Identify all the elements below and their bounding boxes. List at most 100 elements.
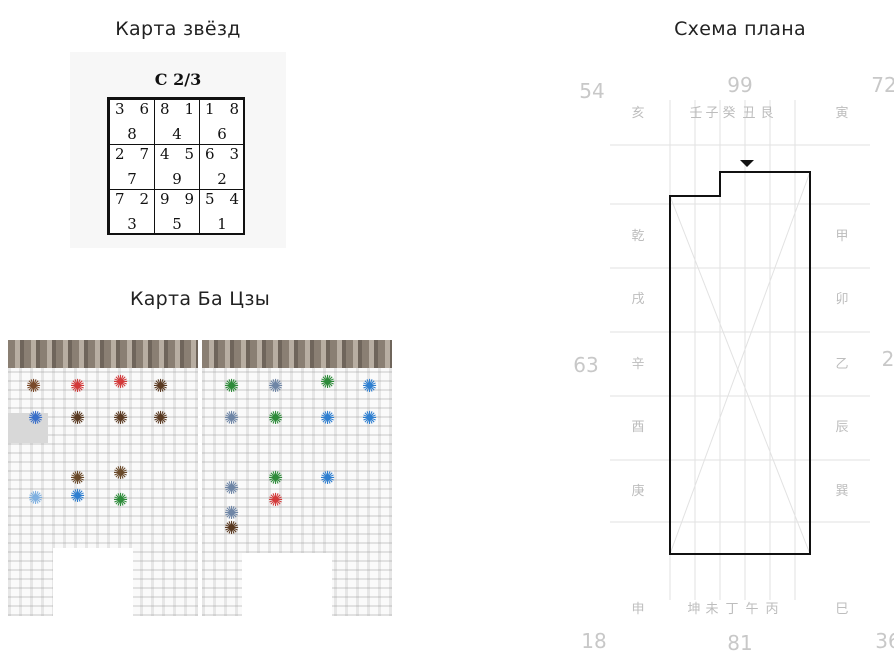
- mountain-top: 子: [705, 106, 718, 121]
- star-cell-bottom: 8: [127, 125, 137, 143]
- mountain-bottom: 申: [631, 602, 644, 617]
- bazi-panel-right: ✺ ✺ ✺ ✺ ✺ ✺ ✺ ✺ ✺ ✺ ✺ ✺ ✺ ✺: [202, 340, 392, 616]
- bazi-glyph-icon: ✺: [70, 408, 86, 429]
- plan-title: Схема плана: [674, 18, 806, 40]
- mountain-top: 亥: [631, 106, 644, 121]
- degree-bottom-right: 36: [875, 629, 894, 653]
- star-map-title: Карта звёзд: [115, 18, 241, 40]
- entrance-marker-icon: [740, 160, 754, 167]
- star-cell-top-right: 4: [229, 190, 239, 208]
- mountain-right: 辰: [835, 420, 848, 435]
- star-cell-top-right: 2: [139, 190, 149, 208]
- star-cell-top-right: 6: [139, 100, 149, 118]
- bazi-body: ✺ ✺ ✺ ✺ ✺ ✺ ✺ ✺ ✺ ✺ ✺ ✺ ✺: [8, 368, 198, 616]
- mountain-bottom: 未: [705, 602, 718, 617]
- mountain-bottom: 午: [745, 602, 758, 617]
- bazi-glyph-icon: ✺: [224, 518, 240, 539]
- star-cell-top-right: 1: [184, 100, 194, 118]
- mountain-right: 卯: [835, 292, 848, 307]
- plan-scheme: 54 99 72 63 2 18 81 36 亥 壬 子 癸 丑 艮 寅 乾 戌…: [573, 73, 894, 655]
- bazi-glyph-icon: ✺: [70, 486, 86, 507]
- mountain-left: 乾: [631, 229, 644, 244]
- bazi-glyph-icon: ✺: [28, 488, 44, 509]
- bazi-header-band: [202, 340, 392, 368]
- mountain-right: 乙: [835, 357, 848, 372]
- bazi-glyph-icon: ✺: [268, 490, 284, 511]
- mountain-top: 癸: [722, 106, 735, 121]
- mountain-left: 辛: [631, 357, 644, 372]
- bazi-glyph-icon: ✺: [26, 376, 42, 397]
- bazi-glyph-icon: ✺: [224, 478, 240, 499]
- mountain-top: 壬: [689, 106, 702, 121]
- star-cell-top-left: 5: [205, 190, 215, 208]
- bazi-panel-left: ✺ ✺ ✺ ✺ ✺ ✺ ✺ ✺ ✺ ✺ ✺ ✺ ✺: [8, 340, 198, 616]
- star-cell-bottom: 9: [172, 170, 182, 188]
- bazi-glyph-icon: ✺: [224, 408, 240, 429]
- bazi-glyph-icon: ✺: [70, 376, 86, 397]
- star-cell-bottom: 7: [127, 170, 137, 188]
- bazi-glyph-icon: ✺: [113, 372, 129, 393]
- star-chart-header: C 2/3: [154, 70, 202, 89]
- star-cell-top-right: 8: [229, 100, 239, 118]
- star-cell-bottom: 2: [217, 170, 227, 188]
- mountain-top: 丑: [742, 106, 755, 121]
- bazi-glyph-icon: ✺: [153, 408, 169, 429]
- bazi-glyph-icon: ✺: [268, 408, 284, 429]
- plan-grid: [610, 100, 870, 600]
- degree-middle-left: 63: [573, 353, 598, 377]
- mountain-right: 甲: [835, 229, 848, 244]
- bazi-body: ✺ ✺ ✺ ✺ ✺ ✺ ✺ ✺ ✺ ✺ ✺ ✺ ✺ ✺: [202, 368, 392, 616]
- mountain-bottom: 坤: [687, 602, 700, 617]
- bazi-blank-area: [242, 553, 332, 616]
- star-cell-bottom: 3: [127, 215, 137, 233]
- degree-middle-right: 2: [882, 347, 894, 371]
- star-cell-top-left: 9: [160, 190, 170, 208]
- degree-top-center: 99: [727, 73, 752, 97]
- star-cell-top-left: 1: [205, 100, 215, 118]
- mountain-left: 酉: [631, 420, 644, 435]
- star-cell-top-left: 8: [160, 100, 170, 118]
- star-cell-top-right: 7: [139, 145, 149, 163]
- mountain-top: 艮: [760, 106, 773, 121]
- mountain-bottom: 巳: [835, 602, 848, 617]
- bazi-glyph-icon: ✺: [113, 408, 129, 429]
- star-cell-top-left: 3: [115, 100, 125, 118]
- star-cell-top-left: 4: [160, 145, 170, 163]
- plan-outline: [669, 171, 811, 555]
- bazi-glyph-icon: ✺: [113, 463, 129, 484]
- mountain-bottom: 丁: [725, 602, 738, 617]
- bazi-glyph-icon: ✺: [224, 376, 240, 397]
- bazi-glyph-icon: ✺: [268, 468, 284, 489]
- bazi-chart-image: ✺ ✺ ✺ ✺ ✺ ✺ ✺ ✺ ✺ ✺ ✺ ✺ ✺ ✺ ✺ ✺ ✺ ✺ ✺ ✺ …: [8, 340, 396, 616]
- degree-top-left: 54: [579, 79, 604, 103]
- bazi-glyph-icon: ✺: [320, 468, 336, 489]
- bazi-title: Карта Ба Цзы: [129, 288, 271, 310]
- bazi-glyph-icon: ✺: [320, 408, 336, 429]
- bazi-glyph-icon: ✺: [362, 408, 378, 429]
- degree-top-right: 72: [871, 73, 894, 97]
- mountain-right: 巽: [835, 484, 848, 499]
- bazi-glyph-icon: ✺: [268, 376, 284, 397]
- bazi-blank-area: [53, 548, 133, 616]
- mountain-bottom: 丙: [765, 602, 778, 617]
- bazi-glyph-icon: ✺: [28, 408, 44, 429]
- mountain-left: 庚: [631, 483, 644, 499]
- star-cell-top-right: 9: [184, 190, 194, 208]
- bazi-glyph-icon: ✺: [153, 376, 169, 397]
- bazi-shaded-cell: [8, 413, 48, 443]
- star-cell-top-left: 2: [115, 145, 125, 163]
- mountain-top: 寅: [835, 105, 848, 121]
- star-cell-top-right: 3: [229, 145, 239, 163]
- bazi-glyph-icon: ✺: [70, 468, 86, 489]
- degree-bottom-left: 18: [581, 629, 606, 653]
- star-cell-top-left: 7: [115, 190, 125, 208]
